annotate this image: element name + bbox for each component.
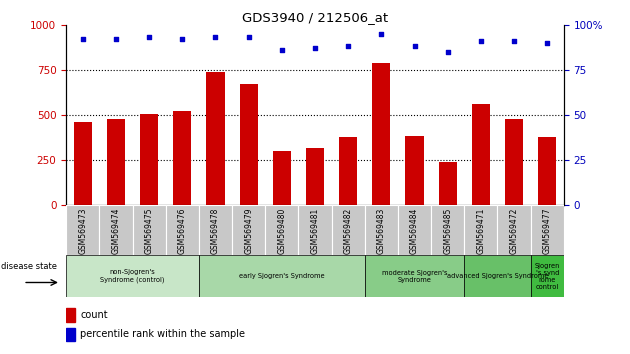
Bar bbox=[273, 151, 291, 205]
Point bbox=[476, 38, 486, 44]
Text: GSM569479: GSM569479 bbox=[244, 208, 253, 254]
Bar bbox=[199, 255, 365, 297]
Point bbox=[410, 44, 420, 49]
Bar bbox=[207, 72, 224, 205]
Text: percentile rank within the sample: percentile rank within the sample bbox=[80, 330, 245, 339]
Bar bbox=[140, 114, 158, 205]
Bar bbox=[100, 205, 132, 255]
Bar bbox=[498, 205, 530, 255]
Bar bbox=[166, 205, 199, 255]
Bar bbox=[339, 137, 357, 205]
Bar bbox=[132, 205, 166, 255]
Text: GSM569472: GSM569472 bbox=[510, 208, 518, 254]
Bar bbox=[74, 122, 92, 205]
Bar bbox=[66, 308, 75, 322]
Text: GSM569476: GSM569476 bbox=[178, 208, 186, 254]
Point bbox=[111, 36, 121, 42]
Bar bbox=[530, 255, 564, 297]
Bar bbox=[530, 205, 564, 255]
Bar bbox=[438, 162, 457, 205]
Text: GSM569481: GSM569481 bbox=[311, 208, 319, 254]
Bar bbox=[538, 137, 556, 205]
Bar bbox=[199, 205, 232, 255]
Bar bbox=[239, 84, 258, 205]
Text: GSM569477: GSM569477 bbox=[543, 208, 552, 254]
Text: GSM569475: GSM569475 bbox=[145, 208, 154, 254]
Text: GSM569480: GSM569480 bbox=[277, 208, 286, 254]
Text: GSM569471: GSM569471 bbox=[476, 208, 485, 254]
Bar bbox=[331, 205, 365, 255]
Bar bbox=[66, 205, 100, 255]
Point bbox=[210, 35, 220, 40]
Bar bbox=[66, 328, 75, 341]
Text: GSM569478: GSM569478 bbox=[211, 208, 220, 254]
Bar bbox=[398, 205, 431, 255]
Bar bbox=[365, 205, 398, 255]
Point bbox=[177, 36, 187, 42]
Bar bbox=[464, 255, 530, 297]
Bar bbox=[299, 205, 331, 255]
Point bbox=[376, 31, 386, 37]
Bar bbox=[505, 119, 523, 205]
Bar bbox=[306, 148, 324, 205]
Title: GDS3940 / 212506_at: GDS3940 / 212506_at bbox=[242, 11, 388, 24]
Bar bbox=[66, 255, 199, 297]
Bar bbox=[372, 63, 391, 205]
Text: GSM569483: GSM569483 bbox=[377, 208, 386, 254]
Bar bbox=[365, 255, 464, 297]
Bar bbox=[472, 104, 490, 205]
Bar bbox=[265, 205, 299, 255]
Bar bbox=[232, 205, 265, 255]
Point bbox=[310, 45, 320, 51]
Text: GSM569485: GSM569485 bbox=[444, 208, 452, 254]
Text: disease state: disease state bbox=[1, 262, 57, 271]
Bar bbox=[464, 205, 498, 255]
Text: GSM569482: GSM569482 bbox=[344, 208, 353, 254]
Bar bbox=[107, 119, 125, 205]
Point bbox=[144, 35, 154, 40]
Text: GSM569474: GSM569474 bbox=[112, 208, 120, 254]
Text: non-Sjogren's
Syndrome (control): non-Sjogren's Syndrome (control) bbox=[100, 269, 165, 283]
Text: GSM569473: GSM569473 bbox=[78, 208, 87, 254]
Point bbox=[343, 44, 353, 49]
Point bbox=[277, 47, 287, 53]
Text: moderate Sjogren's
Syndrome: moderate Sjogren's Syndrome bbox=[382, 270, 447, 282]
Point bbox=[542, 40, 553, 46]
Bar bbox=[406, 136, 423, 205]
Point bbox=[443, 49, 453, 55]
Bar bbox=[173, 112, 192, 205]
Text: count: count bbox=[80, 310, 108, 320]
Text: GSM569484: GSM569484 bbox=[410, 208, 419, 254]
Text: early Sjogren's Syndrome: early Sjogren's Syndrome bbox=[239, 273, 324, 279]
Text: advanced Sjogren's Syndrome: advanced Sjogren's Syndrome bbox=[447, 273, 548, 279]
Point bbox=[77, 36, 88, 42]
Point bbox=[244, 35, 254, 40]
Text: Sjogren
's synd
rome
control: Sjogren 's synd rome control bbox=[535, 263, 560, 290]
Bar bbox=[431, 205, 464, 255]
Point bbox=[509, 38, 519, 44]
